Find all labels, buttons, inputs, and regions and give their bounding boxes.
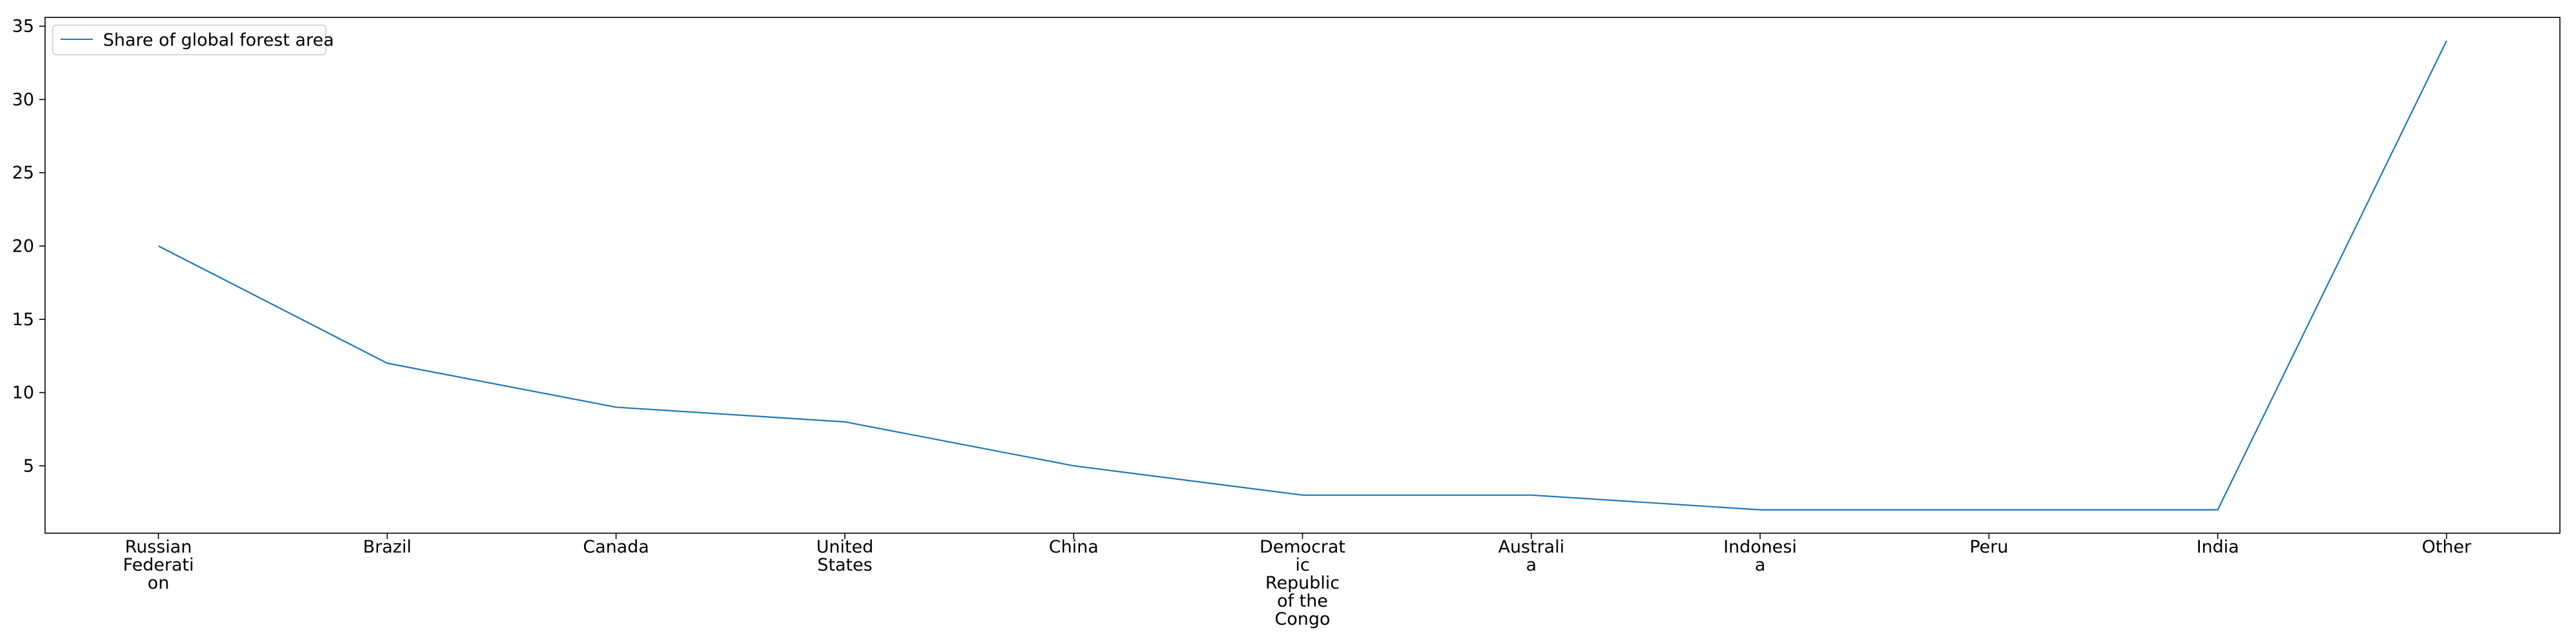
series-line — [158, 40, 2447, 511]
x-tick-label-line: States — [817, 555, 873, 575]
x-tick-label-line: United — [817, 537, 874, 557]
x-tick-label-line: a — [1526, 555, 1537, 575]
x-tick-label-line: Canada — [583, 537, 649, 557]
legend-label: Share of global forest area — [103, 30, 334, 50]
x-tick-label: Democrat ic Republic of the Congo — [1260, 537, 1345, 629]
y-axis-ticks: 5 10 15 20 25 30 35 — [12, 17, 45, 476]
x-tick-label-line: China — [1049, 537, 1099, 557]
plot-frame — [44, 17, 2561, 534]
series-lines — [158, 40, 2447, 511]
x-tick-label-line: Democrat — [1260, 537, 1345, 557]
y-tick-label: 10 — [12, 383, 34, 403]
x-tick-label: Australi a — [1498, 537, 1564, 575]
x-tick-label: United States — [817, 537, 874, 575]
x-tick-label-line: Russian — [125, 537, 192, 557]
x-tick-label: Russian Federati on — [123, 537, 194, 593]
x-tick-label-line: Peru — [1969, 537, 2008, 557]
x-tick-label: Other — [2422, 537, 2472, 557]
y-tick-label: 20 — [12, 236, 34, 256]
x-tick-label-line: Other — [2422, 537, 2472, 557]
legend: Share of global forest area — [52, 24, 334, 55]
y-tick-label: 30 — [12, 90, 34, 109]
x-tick-label-line: a — [1755, 555, 1766, 575]
x-tick-label: Peru — [1969, 537, 2008, 557]
x-tick-label: China — [1049, 537, 1099, 557]
x-tick-label-line: of the — [1277, 591, 1328, 611]
plot-area — [45, 17, 2560, 533]
x-tick-label-line: Republic — [1265, 573, 1340, 593]
x-tick-label-line: Federati — [123, 555, 194, 575]
x-axis-ticks: Russian Federati on Brazil Canada United State… — [123, 533, 2472, 629]
x-tick-label-line: on — [147, 573, 169, 593]
x-tick-label: Brazil — [363, 537, 412, 557]
x-tick-label-line: Brazil — [363, 537, 412, 557]
x-tick-label-line: Indonesi — [1723, 537, 1797, 557]
x-tick-label-line: Congo — [1274, 609, 1330, 629]
x-tick-label: Indonesi a — [1723, 537, 1797, 575]
legend-box — [52, 24, 327, 55]
x-tick-label-line: India — [2197, 537, 2239, 557]
x-tick-label-line: Australi — [1498, 537, 1564, 557]
x-tick-label: Canada — [583, 537, 649, 557]
x-tick-label: India — [2197, 537, 2239, 557]
y-tick-label: 35 — [12, 17, 34, 37]
y-tick-label: 15 — [12, 310, 34, 330]
y-tick-label: 25 — [12, 163, 34, 183]
y-tick-label: 5 — [23, 456, 34, 476]
x-tick-label-line: ic — [1295, 555, 1309, 575]
